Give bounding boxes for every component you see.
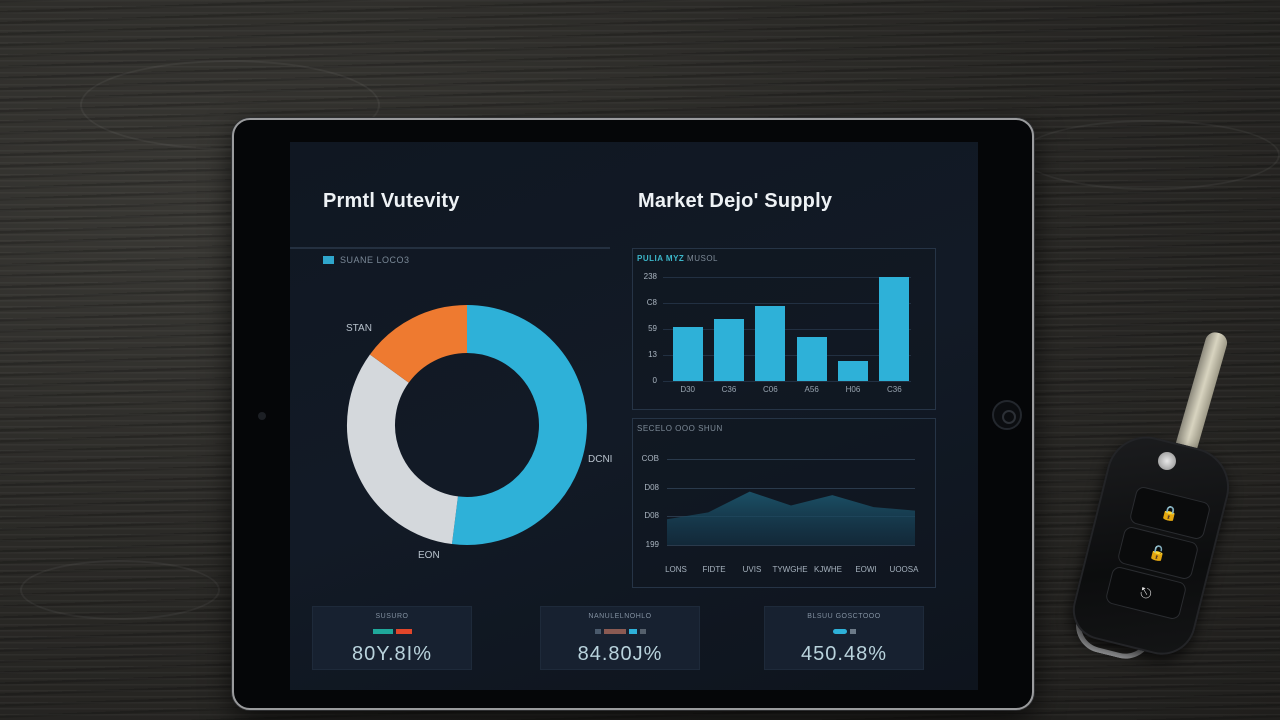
donut-legend: SUANE LOCO3 (323, 255, 410, 265)
x-tick-label: A56 (804, 385, 819, 394)
x-tick-label: H06 (845, 385, 861, 394)
y-tick-label: D08 (644, 511, 659, 521)
y-tick-label: D08 (644, 482, 659, 492)
donut-label-stan: STAN (346, 323, 372, 334)
bar-chart-title: PULIA MYZ (637, 254, 685, 263)
donut-label-dcni: DCNI (588, 454, 613, 465)
wood-grain (80, 60, 380, 150)
stat-chips (313, 629, 471, 634)
x-tick-label: FIDTE (702, 565, 726, 574)
tablet-device: Prmtl Vutevity Market Dejo' Supply SUANE… (232, 118, 1034, 710)
donut-slice-dcni (451, 305, 587, 545)
area-chart-panel: SECELO OOO SHUN COB D08 D08 199 LONS FIDTE UVI… (632, 418, 936, 588)
gridline (663, 355, 911, 356)
x-tick-label: C36 (721, 385, 737, 394)
legend-swatch (323, 256, 334, 264)
wood-grain (1020, 120, 1280, 190)
stat-value: 80Y.8I% (351, 643, 433, 665)
gridline (663, 277, 911, 278)
stat-label: NANULELNOHLO (588, 613, 652, 620)
stat-value: 450.48% (801, 643, 887, 665)
stat-value: 84.80J% (577, 643, 663, 665)
area-chart-title: SECELO OOO SHUN (637, 424, 723, 433)
camera-icon (258, 412, 266, 420)
area-chart-header: SECELO OOO SHUN (637, 424, 723, 433)
donut-slice-stan (369, 305, 468, 384)
x-tick-label: EOWI (855, 565, 877, 574)
gridline (663, 381, 911, 382)
home-button[interactable] (992, 400, 1022, 430)
bar (879, 277, 910, 381)
bar (838, 361, 868, 381)
stat-card-3: BLSUU GOSCTOOO 450.48% (764, 606, 924, 670)
stat-chips (765, 629, 923, 634)
gridline (663, 329, 911, 330)
x-tick-label: C36 (886, 385, 902, 394)
stat-label: BLSUU GOSCTOOO (807, 613, 881, 620)
y-tick-label: 59 (648, 324, 657, 333)
y-tick-label: 199 (645, 540, 659, 549)
right-panel-title: Market Dejo' Supply (638, 190, 833, 212)
donut-svg (347, 305, 587, 545)
bar (714, 318, 744, 381)
bar (755, 306, 786, 381)
x-tick-label: TYWGHE (772, 565, 808, 574)
stat-card-2: NANULELNOHLO 84.80J% (540, 606, 700, 670)
gridline (667, 459, 915, 460)
stat-card-1: SUSURO 80Y.8I% (312, 606, 472, 670)
left-panel-title: Prmtl Vutevity (323, 190, 460, 212)
gridline (667, 487, 915, 489)
gridline (663, 303, 911, 304)
donut-slice-eon (347, 354, 459, 545)
bar (796, 337, 827, 381)
x-tick-label: C06 (762, 385, 778, 394)
y-tick-label: 0 (652, 376, 657, 385)
y-tick-label: COB (641, 454, 659, 463)
bar-chart-subtitle: MUSOL (687, 254, 718, 263)
gridline (667, 545, 915, 546)
y-tick-label: 238 (643, 272, 657, 281)
legend-label: SUANE LOCO3 (340, 255, 410, 265)
y-tick-label: 13 (648, 350, 657, 359)
dashboard-screen: Prmtl Vutevity Market Dejo' Supply SUANE… (290, 142, 978, 690)
bar (672, 326, 703, 381)
wood-grain (20, 560, 220, 620)
stat-chips (541, 629, 699, 634)
x-tick-label: LONS (665, 565, 687, 574)
bar-chart-panel: PULIA MYZ MUSOL 238 C8 59 13 0 D30 C36 C06 A56 H0… (632, 248, 936, 410)
x-tick-label: UOOSA (889, 565, 919, 574)
x-tick-label: UVIS (742, 565, 762, 574)
x-tick-label: D30 (680, 385, 695, 394)
divider (290, 247, 610, 249)
key-release-pin (1158, 452, 1176, 470)
y-tick-label: C8 (646, 298, 657, 307)
bar-chart-header: PULIA MYZ MUSOL (637, 254, 718, 263)
area-series (667, 491, 915, 545)
donut-chart (344, 302, 590, 548)
stat-label: SUSURO (375, 613, 409, 620)
donut-label-eon: EON (418, 550, 440, 561)
x-tick-label: KJWHE (814, 565, 842, 574)
